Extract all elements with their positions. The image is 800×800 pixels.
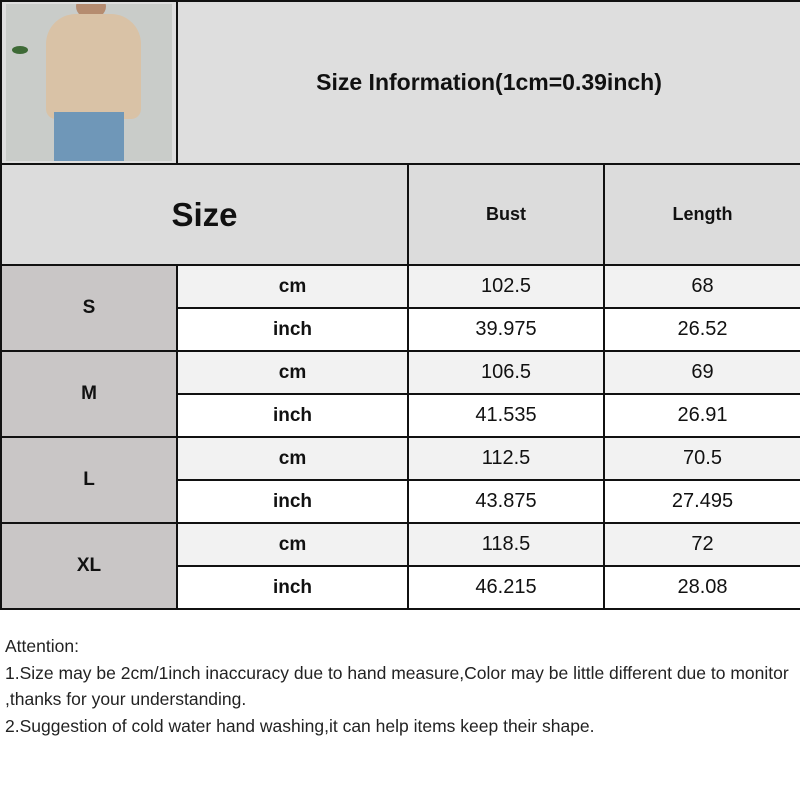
table-row-s-inch: inch 39.975 26.52 (1, 307, 800, 352)
attention-notes: Attention: 1.Size may be 2cm/1inch inacc… (5, 633, 795, 739)
unit-label: inch (176, 565, 409, 610)
length-value: 27.495 (602, 479, 800, 524)
size-chart: Size Information(1cm=0.39inch) Size Bust… (0, 0, 800, 610)
bust-value: 102.5 (407, 264, 605, 309)
length-value: 28.08 (602, 565, 800, 610)
unit-label: cm (176, 436, 409, 481)
bust-value: 46.215 (407, 565, 605, 610)
product-photo (6, 4, 172, 161)
chart-title: Size Information(1cm=0.39inch) (175, 0, 800, 165)
attention-line-2: 2.Suggestion of cold water hand washing,… (5, 715, 595, 736)
size-label: L (0, 436, 178, 524)
bust-value: 43.875 (407, 479, 605, 524)
length-value: 72 (602, 522, 800, 567)
unit-label: inch (176, 307, 409, 352)
product-photo-cell (0, 0, 178, 165)
table-row-l-inch: inch 43.875 27.495 (1, 479, 800, 524)
bust-value: 106.5 (407, 350, 605, 395)
table-row-xl-cm: XL cm 118.5 72 (0, 522, 800, 610)
size-label: XL (0, 522, 178, 610)
bust-value: 39.975 (407, 307, 605, 352)
table-row-xl-inch: inch 46.215 28.08 (1, 565, 800, 610)
bust-value: 41.535 (407, 393, 605, 438)
unit-label: cm (176, 264, 409, 309)
header-bust: Bust (407, 163, 605, 266)
size-table: Size Information(1cm=0.39inch) Size Bust… (0, 0, 800, 610)
length-value: 70.5 (602, 436, 800, 481)
length-value: 68 (602, 264, 800, 309)
unit-label: inch (176, 393, 409, 438)
attention-line-1: 1.Size may be 2cm/1inch inaccuracy due t… (5, 662, 789, 710)
table-row-m-inch: inch 41.535 26.91 (1, 393, 800, 438)
attention-heading: Attention: (5, 636, 79, 656)
unit-label: inch (176, 479, 409, 524)
header-size: Size (0, 163, 409, 266)
bust-value: 112.5 (407, 436, 605, 481)
header-length: Length (602, 163, 800, 266)
size-label: M (0, 350, 178, 438)
length-value: 26.52 (602, 307, 800, 352)
unit-label: cm (176, 350, 409, 395)
length-value: 26.91 (602, 393, 800, 438)
unit-label: cm (176, 522, 409, 567)
size-label: S (0, 264, 178, 352)
bust-value: 118.5 (407, 522, 605, 567)
length-value: 69 (602, 350, 800, 395)
